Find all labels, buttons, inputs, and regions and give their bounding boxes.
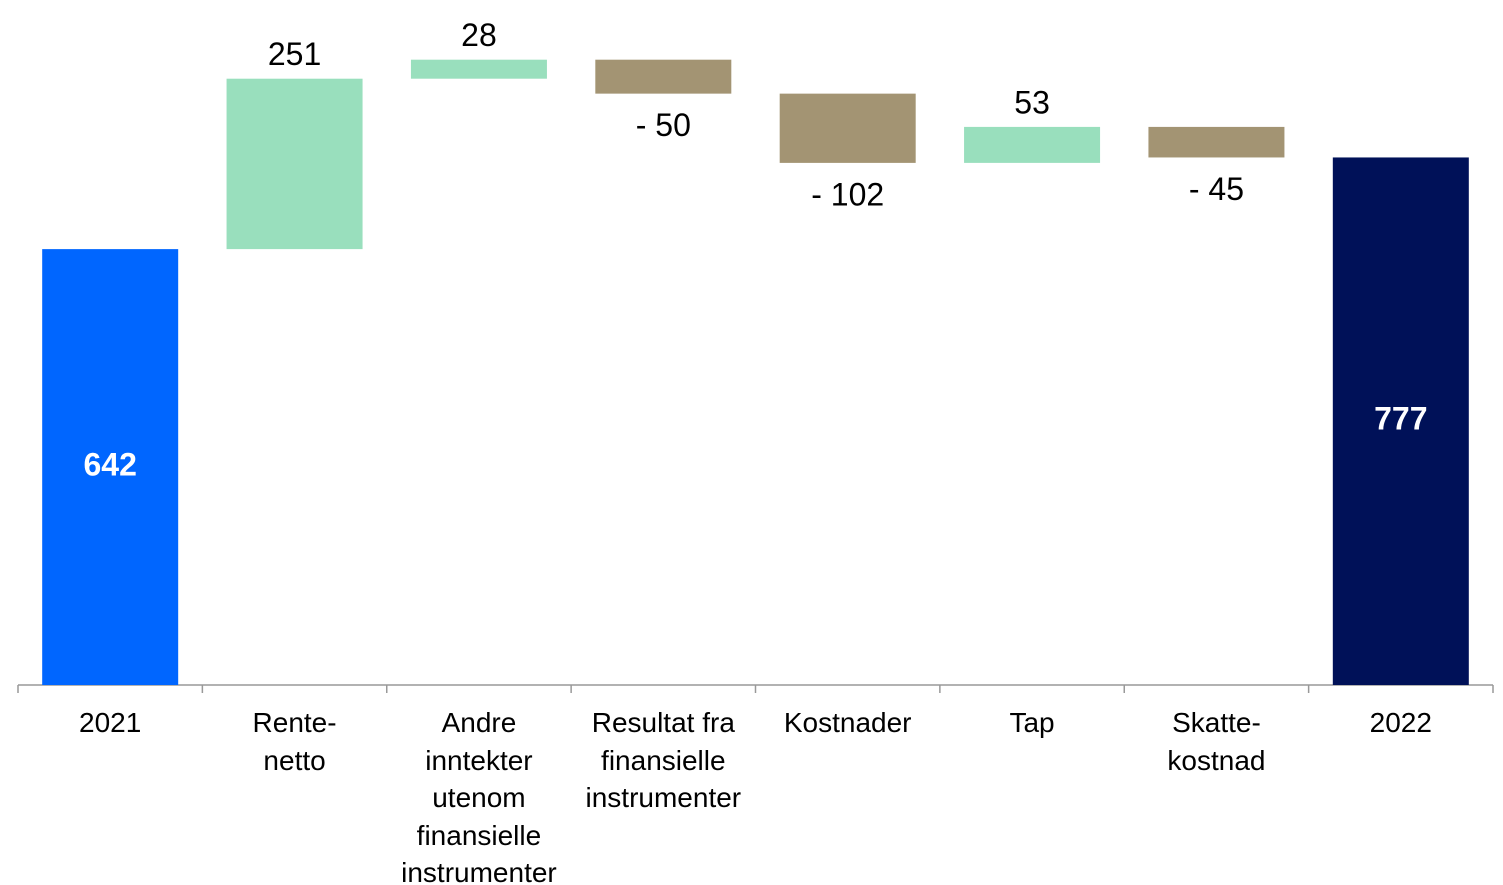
value-label: - 102 <box>811 176 884 212</box>
x-tick-label: Kostnader <box>783 707 912 738</box>
bar <box>1148 126 1285 158</box>
bar <box>779 93 916 163</box>
x-tick-label: Tap <box>1009 707 1055 738</box>
bar <box>42 249 179 685</box>
bar <box>1332 157 1469 686</box>
bar <box>964 126 1101 163</box>
bar <box>226 78 363 250</box>
value-label: 28 <box>461 17 497 53</box>
value-label: 777 <box>1374 401 1427 437</box>
x-tick-label: 2022 <box>1369 707 1432 738</box>
value-label: 53 <box>1014 84 1050 120</box>
bar <box>595 59 732 94</box>
value-label: - 45 <box>1189 171 1244 207</box>
x-tick-label: Skatte- kostnad <box>1167 707 1266 776</box>
x-tick-label: Rente- netto <box>252 707 337 776</box>
value-label: - 50 <box>636 107 691 143</box>
x-tick-label: Resultat fra finansielle instrumenter <box>585 707 742 813</box>
x-tick-label: 2021 <box>79 707 142 738</box>
value-label: 642 <box>83 447 136 483</box>
bar <box>410 59 547 79</box>
x-tick-label: Andre inntekter utenom finansielle instr… <box>401 707 557 885</box>
value-label: 251 <box>268 36 321 72</box>
